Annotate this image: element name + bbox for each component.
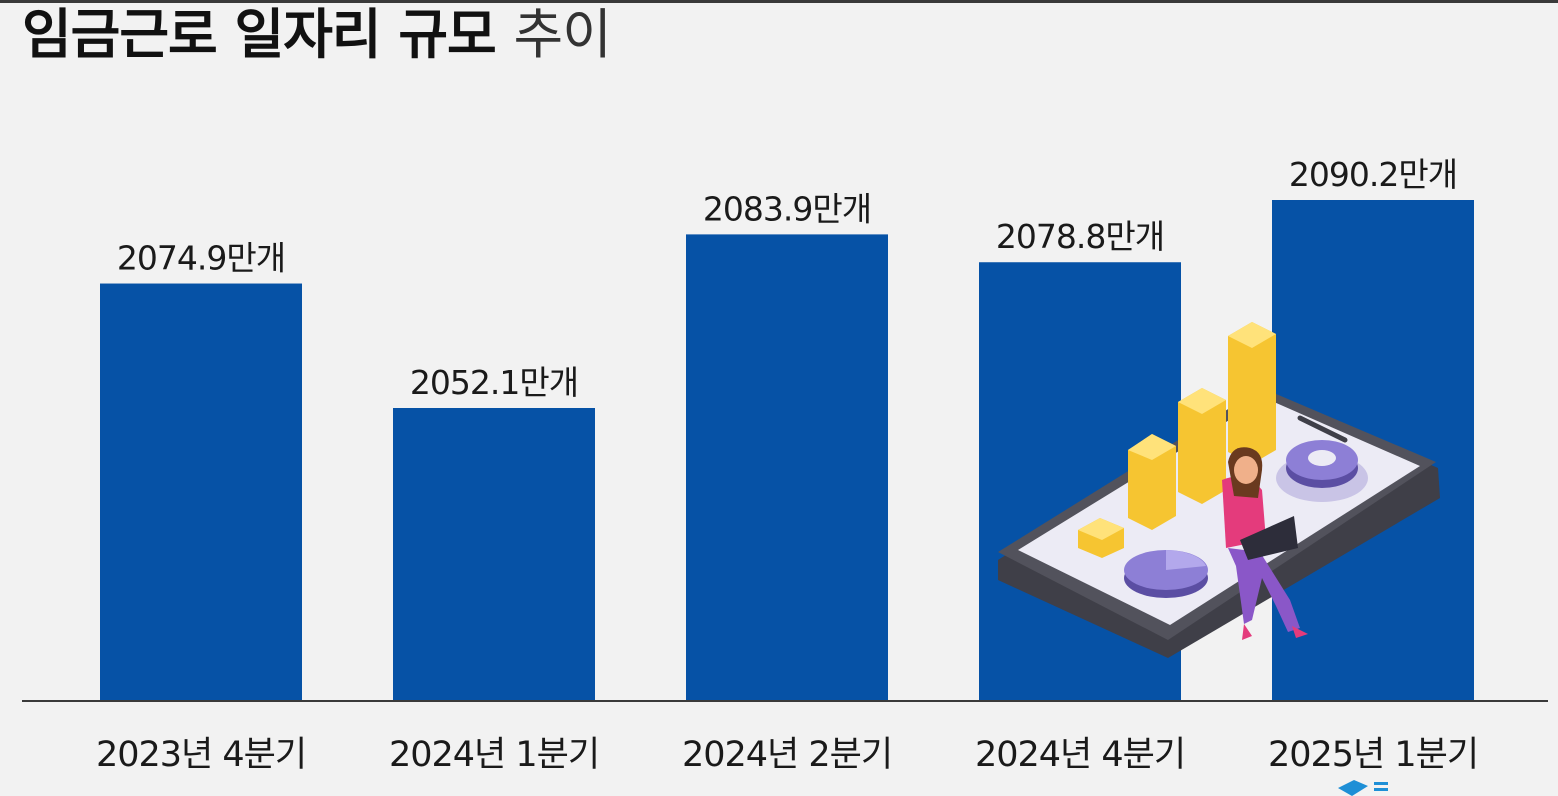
category-labels-group: 2023년 4분기 2024년 1분기 2024년 2분기 2024년 4분기 2025… <box>96 735 1479 775</box>
value-label-5: 2090.2만개 <box>1289 155 1457 194</box>
title-light: 추이 <box>513 3 612 66</box>
value-label-1: 2074.9만개 <box>117 239 285 278</box>
pie-chart-icon <box>1124 440 1368 598</box>
chart-title: 임금근로 일자리 규모 추이 <box>22 2 612 68</box>
title-bold: 임금근로 일자리 규모 <box>22 3 497 66</box>
3d-bars-icon <box>1078 322 1276 558</box>
bar-1 <box>100 283 302 700</box>
publisher-logo-icon <box>1338 780 1388 796</box>
bar-2 <box>393 408 595 700</box>
category-label-5: 2025년 1분기 <box>1268 735 1478 775</box>
value-label-3: 2083.9만개 <box>703 189 871 228</box>
bar-3 <box>686 234 888 700</box>
smartphone-analytics-illustration <box>998 322 1440 658</box>
top-divider <box>0 0 1558 3</box>
category-label-3: 2024년 2분기 <box>682 735 892 775</box>
value-label-4: 2078.8만개 <box>996 217 1164 256</box>
category-label-4: 2024년 4분기 <box>975 735 1185 775</box>
value-label-2: 2052.1만개 <box>410 363 578 402</box>
category-label-1: 2023년 4분기 <box>96 735 306 775</box>
person-with-laptop-icon <box>1222 447 1308 640</box>
category-label-2: 2024년 1분기 <box>389 735 599 775</box>
value-labels-group: 2074.9만개 2052.1만개 2083.9만개 2078.8만개 2090.2만개 <box>117 155 1458 402</box>
